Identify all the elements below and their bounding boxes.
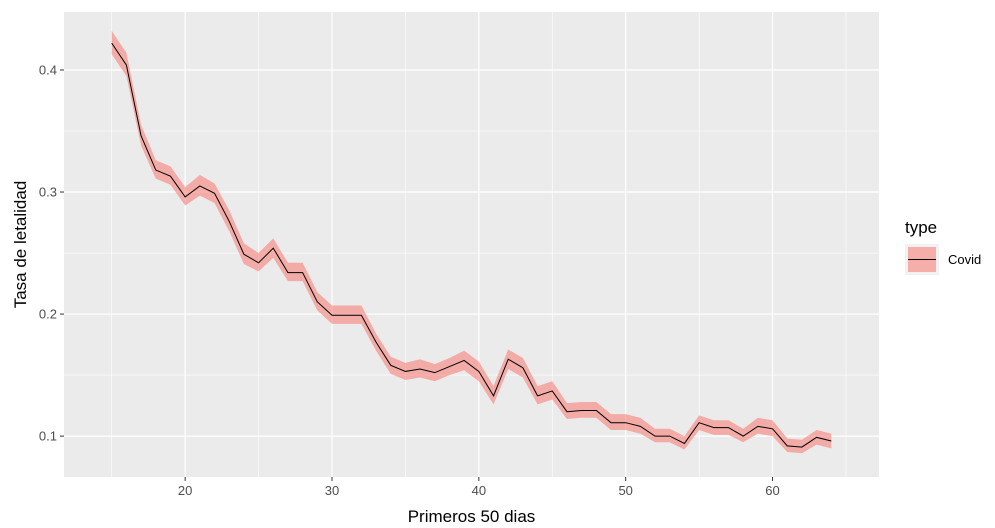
- x-tick-label: 60: [765, 483, 779, 498]
- series-line: [111, 42, 832, 448]
- y-tick-label: 0.3: [39, 185, 57, 200]
- data-layer: [111, 30, 832, 454]
- legend-title: type: [905, 218, 937, 237]
- y-axis: 0.1 0.2 0.3 0.4: [39, 62, 64, 444]
- x-tick-label: 40: [472, 483, 486, 498]
- y-tick-label: 0.2: [39, 307, 57, 322]
- y-axis-title: Tasa de letalidad: [11, 181, 30, 309]
- x-tick-label: 20: [178, 483, 192, 498]
- x-tick-label: 30: [325, 483, 339, 498]
- plot-panel: [64, 12, 879, 477]
- y-tick-label: 0.4: [39, 62, 57, 77]
- x-tick-label: 50: [618, 483, 632, 498]
- legend: type Covid: [905, 218, 981, 275]
- confidence-ribbon: [111, 30, 832, 454]
- y-tick-label: 0.1: [39, 429, 57, 444]
- x-axis: 20 30 40 50 60: [178, 477, 780, 498]
- x-axis-title: Primeros 50 dias: [408, 507, 536, 526]
- legend-label-covid: Covid: [948, 252, 981, 267]
